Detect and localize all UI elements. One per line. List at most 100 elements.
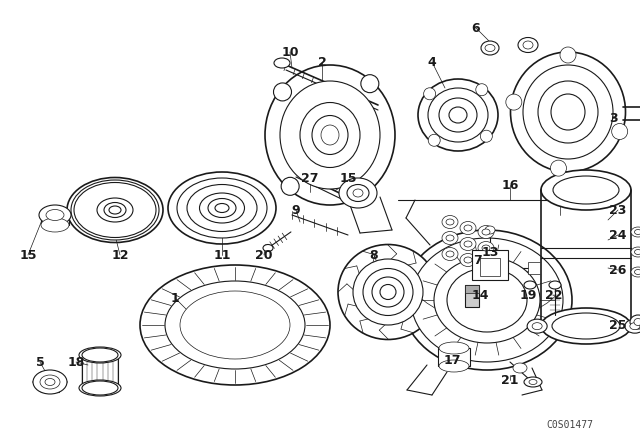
Text: 25: 25 — [609, 319, 627, 332]
Ellipse shape — [339, 178, 377, 208]
Ellipse shape — [265, 65, 395, 205]
Ellipse shape — [46, 210, 64, 220]
Ellipse shape — [446, 235, 454, 241]
Ellipse shape — [200, 193, 244, 223]
Circle shape — [476, 84, 488, 96]
Ellipse shape — [553, 176, 619, 204]
Ellipse shape — [485, 44, 495, 52]
Ellipse shape — [511, 52, 625, 172]
Ellipse shape — [180, 291, 290, 359]
Text: 15: 15 — [339, 172, 356, 185]
Ellipse shape — [478, 225, 494, 238]
Ellipse shape — [109, 206, 121, 214]
Ellipse shape — [631, 267, 640, 277]
Ellipse shape — [104, 202, 126, 217]
Bar — [472, 250, 508, 280]
Text: 15: 15 — [19, 249, 36, 262]
Circle shape — [361, 75, 379, 93]
Ellipse shape — [449, 107, 467, 123]
Ellipse shape — [630, 323, 640, 330]
Ellipse shape — [81, 187, 149, 233]
Ellipse shape — [634, 229, 640, 234]
Ellipse shape — [524, 281, 536, 289]
Ellipse shape — [67, 177, 163, 242]
Ellipse shape — [478, 241, 494, 254]
Text: 22: 22 — [545, 289, 563, 302]
Ellipse shape — [41, 218, 69, 232]
Text: 9: 9 — [292, 203, 300, 216]
Ellipse shape — [524, 377, 542, 387]
Text: 24: 24 — [609, 228, 627, 241]
Ellipse shape — [71, 180, 159, 240]
Ellipse shape — [541, 170, 631, 210]
Ellipse shape — [168, 172, 276, 244]
Ellipse shape — [446, 219, 454, 225]
Ellipse shape — [33, 370, 67, 394]
Text: 20: 20 — [255, 249, 273, 262]
Ellipse shape — [464, 241, 472, 247]
Ellipse shape — [527, 319, 547, 333]
Ellipse shape — [187, 185, 257, 232]
Circle shape — [560, 47, 576, 63]
Ellipse shape — [523, 41, 533, 49]
Ellipse shape — [532, 323, 542, 330]
Ellipse shape — [353, 189, 363, 197]
Ellipse shape — [482, 245, 490, 251]
Bar — [438, 348, 470, 366]
Ellipse shape — [280, 81, 380, 189]
Ellipse shape — [312, 116, 348, 155]
Ellipse shape — [402, 230, 572, 370]
Text: 7: 7 — [474, 254, 483, 267]
Ellipse shape — [300, 103, 360, 168]
Circle shape — [281, 177, 299, 195]
Text: 19: 19 — [519, 289, 537, 302]
Text: 26: 26 — [609, 263, 627, 276]
Ellipse shape — [76, 184, 154, 236]
Text: 5: 5 — [36, 356, 44, 369]
Ellipse shape — [372, 277, 404, 307]
Ellipse shape — [442, 247, 458, 260]
Text: 18: 18 — [67, 356, 84, 369]
Ellipse shape — [93, 195, 137, 224]
Ellipse shape — [85, 190, 145, 230]
Ellipse shape — [263, 245, 273, 251]
Text: 14: 14 — [471, 289, 489, 302]
Bar — [465, 285, 479, 307]
Ellipse shape — [446, 251, 454, 257]
Ellipse shape — [552, 313, 620, 339]
Ellipse shape — [485, 226, 495, 234]
Ellipse shape — [347, 185, 369, 202]
Ellipse shape — [538, 81, 598, 143]
Ellipse shape — [177, 178, 267, 238]
Ellipse shape — [40, 375, 60, 389]
Text: 8: 8 — [370, 249, 378, 262]
Circle shape — [550, 160, 566, 176]
Ellipse shape — [464, 257, 472, 263]
Ellipse shape — [523, 65, 613, 159]
Ellipse shape — [551, 94, 585, 130]
Text: 1: 1 — [171, 292, 179, 305]
Text: 12: 12 — [111, 249, 129, 262]
Bar — [480, 258, 500, 276]
Ellipse shape — [363, 268, 413, 315]
Text: 21: 21 — [501, 374, 519, 387]
Ellipse shape — [39, 205, 71, 225]
Circle shape — [612, 124, 628, 139]
Ellipse shape — [439, 98, 477, 132]
Ellipse shape — [140, 265, 330, 385]
Ellipse shape — [439, 342, 469, 354]
Text: 4: 4 — [428, 56, 436, 69]
Ellipse shape — [447, 268, 527, 332]
Ellipse shape — [338, 245, 438, 340]
Ellipse shape — [482, 229, 490, 235]
Ellipse shape — [79, 380, 121, 396]
Circle shape — [428, 134, 440, 146]
Ellipse shape — [353, 259, 423, 325]
Ellipse shape — [631, 247, 640, 257]
Ellipse shape — [321, 125, 339, 145]
Ellipse shape — [208, 198, 236, 217]
Ellipse shape — [418, 79, 498, 151]
Circle shape — [506, 94, 522, 110]
Ellipse shape — [428, 88, 488, 142]
Ellipse shape — [82, 381, 118, 395]
